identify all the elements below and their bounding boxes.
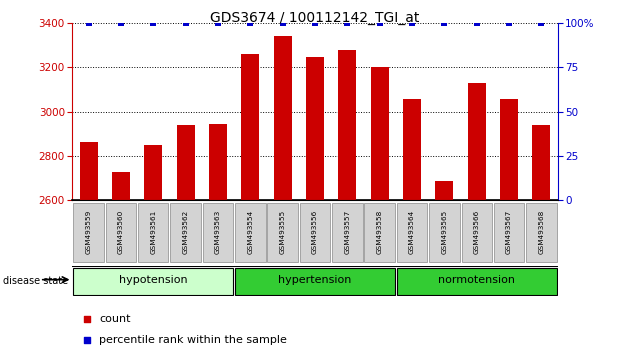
Text: GSM493556: GSM493556 [312, 209, 318, 253]
Point [536, 20, 546, 26]
FancyBboxPatch shape [494, 203, 524, 263]
Text: GSM493555: GSM493555 [280, 209, 285, 253]
Bar [403, 99, 421, 200]
Text: count: count [99, 314, 130, 324]
Text: percentile rank within the sample: percentile rank within the sample [99, 335, 287, 345]
Point [181, 20, 191, 26]
Text: normotension: normotension [438, 275, 515, 285]
Text: GSM493562: GSM493562 [183, 209, 188, 253]
Text: GSM493558: GSM493558 [377, 209, 382, 253]
Text: GSM493554: GSM493554 [248, 209, 253, 253]
Text: GSM493565: GSM493565 [442, 209, 447, 253]
Bar [241, 54, 259, 200]
Bar [500, 99, 518, 200]
Bar [532, 125, 550, 200]
Bar [144, 145, 162, 200]
Bar [306, 57, 324, 200]
Text: GSM493560: GSM493560 [118, 209, 124, 253]
Text: GDS3674 / 100112142_TGI_at: GDS3674 / 100112142_TGI_at [210, 11, 420, 25]
FancyBboxPatch shape [171, 203, 201, 263]
Bar [274, 36, 292, 200]
Text: hypotension: hypotension [119, 275, 188, 285]
Bar [112, 172, 130, 200]
FancyBboxPatch shape [268, 203, 298, 263]
Text: hypertension: hypertension [278, 275, 352, 285]
FancyBboxPatch shape [106, 203, 136, 263]
Point [116, 20, 126, 26]
FancyBboxPatch shape [203, 203, 233, 263]
Text: GSM493559: GSM493559 [86, 209, 91, 253]
Text: GSM493561: GSM493561 [151, 209, 156, 253]
Point [148, 20, 158, 26]
Bar [371, 67, 389, 200]
Point [442, 230, 452, 235]
Point [439, 20, 449, 26]
Point [407, 20, 417, 26]
Point [278, 20, 288, 26]
Text: GSM493566: GSM493566 [474, 209, 479, 253]
FancyBboxPatch shape [429, 203, 459, 263]
Point [84, 20, 94, 26]
Text: GSM493564: GSM493564 [409, 209, 415, 253]
Bar [80, 142, 98, 200]
FancyBboxPatch shape [397, 203, 427, 263]
FancyBboxPatch shape [74, 268, 233, 295]
Text: GSM493557: GSM493557 [345, 209, 350, 253]
Bar [338, 50, 356, 200]
Point [310, 20, 320, 26]
Point [504, 20, 514, 26]
Bar [468, 83, 486, 200]
Text: GSM493563: GSM493563 [215, 209, 221, 253]
Point [472, 20, 482, 26]
FancyBboxPatch shape [300, 203, 330, 263]
FancyBboxPatch shape [526, 203, 556, 263]
Point [213, 20, 223, 26]
FancyBboxPatch shape [235, 203, 265, 263]
Text: GSM493567: GSM493567 [506, 209, 512, 253]
Point [442, 37, 452, 42]
Point [342, 20, 352, 26]
FancyBboxPatch shape [332, 203, 362, 263]
Bar [435, 181, 453, 200]
Text: disease state: disease state [3, 276, 68, 286]
FancyBboxPatch shape [365, 203, 395, 263]
Text: GSM493568: GSM493568 [539, 209, 544, 253]
Point [375, 20, 385, 26]
FancyBboxPatch shape [397, 268, 556, 295]
Bar [209, 124, 227, 200]
FancyBboxPatch shape [235, 268, 395, 295]
FancyBboxPatch shape [74, 203, 104, 263]
FancyBboxPatch shape [138, 203, 168, 263]
Point [245, 20, 255, 26]
Bar [177, 125, 195, 200]
FancyBboxPatch shape [462, 203, 492, 263]
